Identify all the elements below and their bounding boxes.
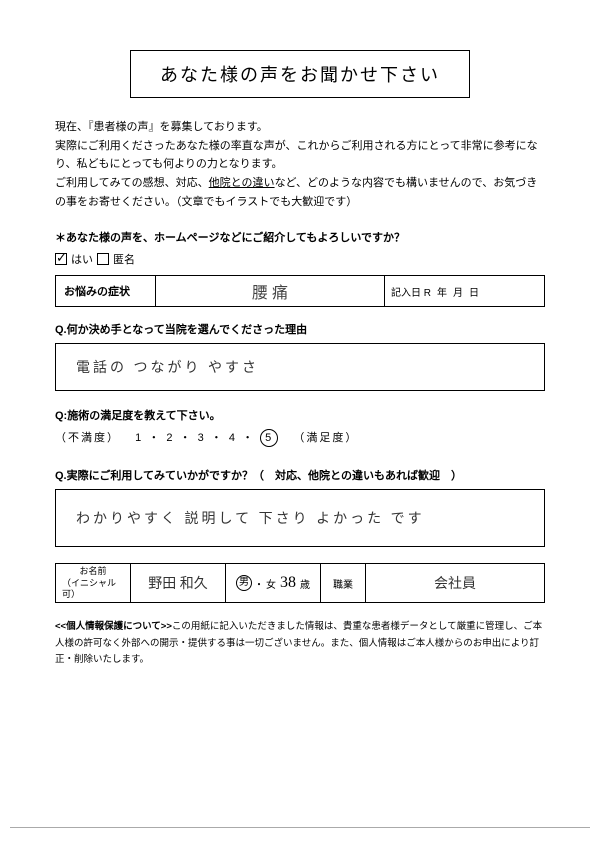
age-suffix: 歳 (300, 576, 310, 591)
intro-underline: 他院との違い (209, 177, 275, 189)
consent-question: ＊あなた様の声を、ホームページなどにご紹介してもよろしいですか？ (55, 229, 545, 245)
opt-anon: 匿名 (113, 251, 135, 267)
intro-l3a: ご利用してみての感想、対応、 (55, 177, 209, 189)
checkbox-yes[interactable] (55, 253, 67, 265)
age-value[interactable]: 38 (280, 574, 296, 592)
scale-left: （不満度） (55, 432, 120, 444)
intro-l1: 現在、『患者様の声』を募集しております。 (55, 118, 545, 137)
date-prefix: 記入日 R (391, 284, 431, 299)
gender-age[interactable]: 男 ・ 女 38 歳 (226, 564, 321, 602)
q2-label: Q:施術の満足度を教えて下さい。 (55, 407, 545, 423)
consent-options: はい 匿名 (55, 251, 545, 267)
symptom-value[interactable]: 腰 痛 (156, 276, 384, 306)
scale-right: （満足度） (293, 432, 358, 444)
occupation-value[interactable]: 会社員 (366, 564, 544, 602)
bottom-edge (10, 827, 590, 828)
date-d: 日 (469, 284, 479, 299)
privacy-heading: <<個人情報保護について>> (55, 621, 172, 632)
title-text: あなた様の声をお聞かせ下さい (160, 65, 440, 85)
scale-2[interactable]: 2 (166, 432, 174, 444)
intro-l3: ご利用してみての感想、対応、他院との違いなど、どのような内容でも構いませんので、… (55, 174, 545, 211)
symptom-row: お悩みの症状 腰 痛 記入日 R 年 月 日 (55, 275, 545, 307)
gender-female[interactable]: 女 (266, 576, 276, 591)
name-row: お名前 （イニシャル可） 野田 和久 男 ・ 女 38 歳 職業 会社員 (55, 563, 545, 603)
name-l2: （イニシャル可） (62, 578, 124, 601)
form-title: あなた様の声をお聞かせ下さい (130, 50, 470, 98)
symptom-label: お悩みの症状 (56, 276, 156, 306)
name-label: お名前 （イニシャル可） (56, 564, 131, 602)
scale-4[interactable]: 4 (229, 432, 237, 444)
gender-dot: ・ (254, 576, 264, 591)
name-l1: お名前 (79, 566, 106, 578)
occupation-label: 職業 (321, 564, 366, 602)
name-value[interactable]: 野田 和久 (131, 564, 226, 602)
satisfaction-scale: （不満度） 1 ・ 2 ・ 3 ・ 4 ・ 5 （満足度） (55, 429, 545, 447)
date-y: 年 (437, 284, 447, 299)
q3-answer[interactable]: わかりやすく 説明して 下さり よかった です (55, 489, 545, 547)
gender-male-selected[interactable]: 男 (236, 575, 252, 591)
opt-yes: はい (71, 251, 93, 267)
scale-5-selected[interactable]: 5 (260, 429, 278, 447)
checkbox-anon[interactable] (97, 253, 109, 265)
scale-1[interactable]: 1 (135, 432, 143, 444)
intro-paragraph: 現在、『患者様の声』を募集しております。 実際にご利用くださったあなた様の率直な… (55, 118, 545, 211)
intro-l2: 実際にご利用くださったあなた様の率直な声が、これからご利用される方にとって非常に… (55, 137, 545, 174)
q3-label: Q.実際にご利用してみていかがですか？（ 対応、他院との違いもあれば歓迎 ） (55, 467, 545, 483)
date-m: 月 (453, 284, 463, 299)
q1-label: Q.何か決め手となって当院を選んでくださった理由 (55, 321, 545, 337)
privacy-notice: <<個人情報保護について>>この用紙に記入いただきました情報は、貴重な患者様デー… (55, 619, 545, 667)
scale-3[interactable]: 3 (198, 432, 206, 444)
q1-answer[interactable]: 電話の つながり やすさ (55, 343, 545, 391)
date-cell[interactable]: 記入日 R 年 月 日 (384, 276, 544, 306)
